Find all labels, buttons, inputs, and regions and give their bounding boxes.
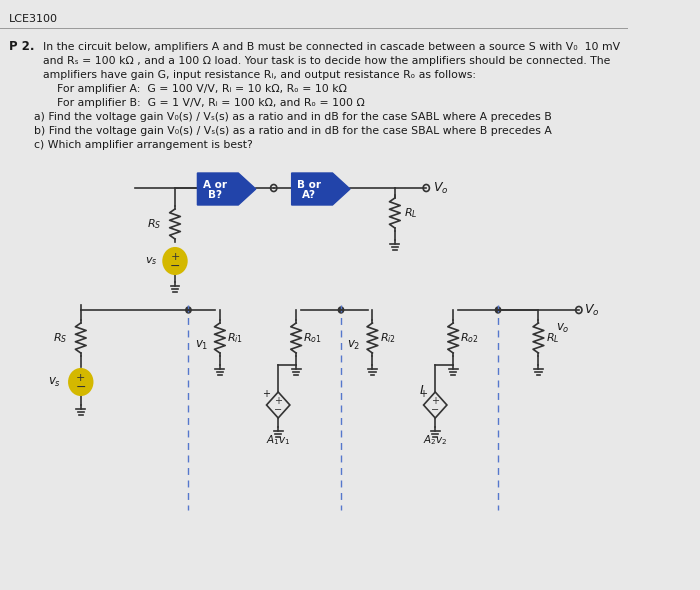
Text: +: + (274, 396, 282, 406)
Circle shape (338, 307, 344, 313)
Text: $R_L$: $R_L$ (545, 331, 559, 345)
Text: $R_S$: $R_S$ (53, 331, 67, 345)
Text: LCE3100: LCE3100 (9, 14, 58, 24)
Text: $v_1$: $v_1$ (195, 339, 208, 352)
Text: B or: B or (298, 180, 321, 190)
Text: A or: A or (203, 180, 227, 190)
Circle shape (186, 307, 191, 313)
Text: $I$: $I$ (419, 384, 424, 396)
Text: amplifiers have gain G, input resistance Rᵢ, and output resistance Rₒ as follows: amplifiers have gain G, input resistance… (43, 70, 476, 80)
Text: $v_s$: $v_s$ (48, 375, 61, 389)
Text: a) Find the voltage gain V₀(s) / Vₛ(s) as a ratio and in dB for the case SABL wh: a) Find the voltage gain V₀(s) / Vₛ(s) a… (34, 112, 552, 122)
Text: $A_1v_1$: $A_1v_1$ (266, 433, 290, 447)
Text: $R_{o1}$: $R_{o1}$ (303, 331, 322, 345)
Text: +: + (431, 396, 439, 406)
Text: −: − (431, 405, 440, 415)
Text: $V_o$: $V_o$ (584, 303, 600, 317)
Text: −: − (274, 405, 282, 415)
Text: A?: A? (302, 190, 316, 200)
Text: +: + (170, 252, 180, 262)
Text: For amplifier B:  G = 1 V/V, Rᵢ = 100 kΩ, and Rₒ = 100 Ω: For amplifier B: G = 1 V/V, Rᵢ = 100 kΩ,… (43, 98, 365, 108)
Text: $R_{o2}$: $R_{o2}$ (461, 331, 479, 345)
Text: $R_{i2}$: $R_{i2}$ (379, 331, 396, 345)
Text: +: + (262, 389, 270, 399)
Text: +: + (76, 373, 85, 383)
Circle shape (496, 307, 500, 313)
Text: $R_S$: $R_S$ (147, 217, 162, 231)
Text: For amplifier A:  G = 100 V/V, Rᵢ = 10 kΩ, Rₒ = 10 kΩ: For amplifier A: G = 100 V/V, Rᵢ = 10 kΩ… (43, 84, 347, 94)
Circle shape (69, 369, 92, 395)
Text: P 2.: P 2. (9, 40, 34, 53)
Text: $v_s$: $v_s$ (145, 255, 157, 267)
Circle shape (163, 248, 187, 274)
Polygon shape (292, 173, 350, 205)
Text: $R_L$: $R_L$ (404, 206, 417, 220)
Text: and Rₛ = 100 kΩ , and a 100 Ω load. Your task is to decide how the amplifiers sh: and Rₛ = 100 kΩ , and a 100 Ω load. Your… (43, 56, 610, 66)
Text: −: − (76, 381, 86, 394)
Text: $v_o$: $v_o$ (556, 322, 570, 335)
Text: B?: B? (208, 190, 222, 200)
Text: −: − (169, 260, 180, 273)
Text: In the circuit below, amplifiers A and B must be connected in cascade between a : In the circuit below, amplifiers A and B… (43, 42, 620, 52)
Text: c) Which amplifier arrangement is best?: c) Which amplifier arrangement is best? (34, 140, 253, 150)
Text: $V_o$: $V_o$ (433, 181, 449, 195)
Text: b) Find the voltage gain V₀(s) / Vₛ(s) as a ratio and in dB for the case SBAL wh: b) Find the voltage gain V₀(s) / Vₛ(s) a… (34, 126, 552, 136)
Text: +: + (419, 389, 427, 399)
Text: $A_2v_2$: $A_2v_2$ (423, 433, 447, 447)
Text: $v_2$: $v_2$ (347, 339, 360, 352)
Text: $R_{i1}$: $R_{i1}$ (227, 331, 243, 345)
Polygon shape (197, 173, 256, 205)
